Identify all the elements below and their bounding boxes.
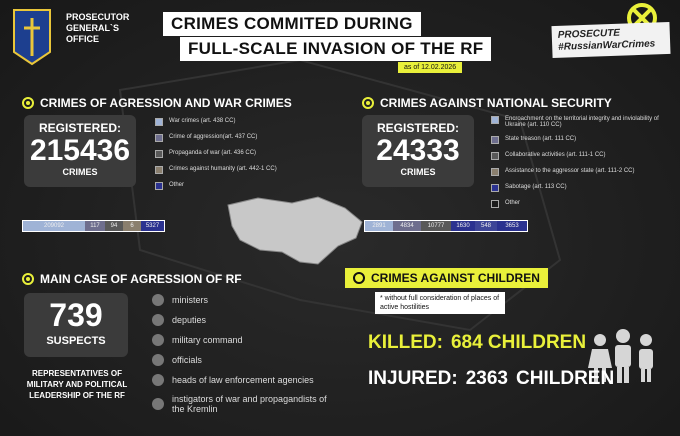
registered-count: 215436 [29,134,131,167]
legend-item: Other [155,182,345,190]
list-item: military command [152,334,332,346]
bar-segment: 4834 [393,221,421,231]
org-line: GENERAL`S [66,23,120,33]
legend-item: Crime of aggression(art. 437 CC) [155,134,345,142]
label: military command [172,335,243,345]
bar-segment: 1630 [451,221,475,231]
legend-item: State treason (art. 111 CC) [491,136,661,144]
label: War crimes (art. 438 CC) [169,118,236,124]
section-heading: MAIN CASE OF AGRESSION OF RF [22,272,242,286]
description: REPRESENTATIVES OF MILITARY AND POLITICA… [26,369,128,400]
section-heading: CRIMES OF AGRESSION AND WAR CRIMES [22,96,292,110]
label: Other [505,200,521,206]
legend-item: Crimes against humanity (art. 442-1 CC) [155,166,345,174]
unit: CRIMES [400,167,436,177]
ukraine-map [227,196,363,265]
label: Crime of aggression(art. 437 CC) [169,134,258,140]
tag-line: #RussianWarCrimes [558,38,656,53]
legend-item: War crimes (art. 438 CC) [155,118,345,126]
heading-text: CRIMES AGAINST NATIONAL SECURITY [380,96,612,110]
registered-box: REGISTERED: 24333 CRIMES [362,115,474,187]
title-line: CRIMES COMMITED DURING [163,12,421,36]
registered-label: REGISTERED: [38,121,121,135]
killed: KILLED: 684 CHILDREN [368,332,586,354]
date: as of 12.02.2026 [398,62,463,73]
list-item: heads of law enforcement agencies [152,374,332,386]
label: instigators of war and propagandists of … [172,394,327,414]
killed-count: 684 CHILDREN [450,332,587,353]
list-item: officials [152,354,332,366]
heading-text: CRIMES AGAINST CHILDREN [371,271,540,285]
legend-item: Other [491,200,661,208]
bar-segment: 6 [123,221,141,231]
label: Encroachment on the territorial integrit… [505,116,659,128]
children-icon [588,329,653,383]
injured-unit: CHILDREN [516,368,615,389]
org-line: OFFICE [66,34,99,44]
heading-text: MAIN CASE OF AGRESSION OF RF [40,272,242,286]
hashtag-box: PROSECUTE #RussianWarCrimes [551,21,671,59]
list-item: instigators of war and propagandists of … [152,394,332,414]
legend-item: Propaganda of war (art. 436 CC) [155,150,345,158]
stacked-bar: 209092 117 94 6 5327 [22,220,165,232]
injured-label: INJURED: [368,368,458,389]
unit: CRIMES [62,167,98,177]
section-heading: CRIMES AGAINST NATIONAL SECURITY [362,96,612,110]
legend: War crimes (art. 438 CC) Crime of aggres… [155,118,345,198]
bar-segment: 548 [475,221,497,231]
title-line: FULL-SCALE INVASION OF THE RF [180,37,492,61]
label: Crimes against humanity (art. 442-1 CC) [169,166,277,172]
logo [13,9,51,66]
heading-text: CRIMES OF AGRESSION AND WAR CRIMES [40,96,292,110]
label: Propaganda of war (art. 436 CC) [169,150,257,156]
legend-item: Sabotage (art. 113 CC) [491,184,661,192]
label: deputies [172,315,207,325]
list-item: deputies [152,314,332,326]
injured: INJURED: 2363 CHILDREN [368,368,614,390]
bar-segment: 117 [85,221,105,231]
injured-count: 2363 [465,368,509,389]
legend-item: Collaborative activities (art. 111-1 CC) [491,152,661,160]
list-item: ministers [152,294,332,306]
suspects-count: 739 [49,297,103,333]
label: officials [172,355,202,365]
bar-segment: 2891 [365,221,393,231]
label: Collaborative activities (art. 111-1 CC) [505,152,606,158]
registered-count: 24333 [376,134,460,167]
stacked-bar: 2891 4834 10777 1630 548 3653 [364,220,528,232]
suspects-box: 739 SUSPECTS [24,293,128,357]
label: State treason (art. 111 CC) [505,136,577,142]
killed-label: KILLED: [368,332,443,353]
label: Assistance to the aggressor state (art. … [505,168,635,174]
bar-segment: 209092 [23,221,85,231]
org-name: PROSECUTOR GENERAL`S OFFICE [66,12,129,45]
label: Other [169,182,185,188]
registered-label: REGISTERED: [376,121,459,135]
bar-segment: 10777 [421,221,451,231]
legend: Encroachment on the territorial integrit… [491,116,661,216]
section-heading: CRIMES AGAINST CHILDREN [345,268,548,288]
label: Sabotage (art. 113 CC) [505,184,567,190]
registered-box: REGISTERED: 215436 CRIMES [24,115,136,187]
bar-segment: 3653 [497,221,527,231]
label: ministers [172,295,209,305]
legend-item: Assistance to the aggressor state (art. … [491,168,661,176]
legend-item: Encroachment on the territorial integrit… [491,116,661,128]
bar-segment: 5327 [141,221,164,231]
org-line: PROSECUTOR [66,12,130,22]
label: heads of law enforcement agencies [172,375,314,385]
unit: SUSPECTS [46,335,106,347]
note: * without full consideration of places o… [375,292,505,314]
bar-segment: 94 [105,221,123,231]
suspect-list: ministers deputies military command offi… [152,294,332,422]
